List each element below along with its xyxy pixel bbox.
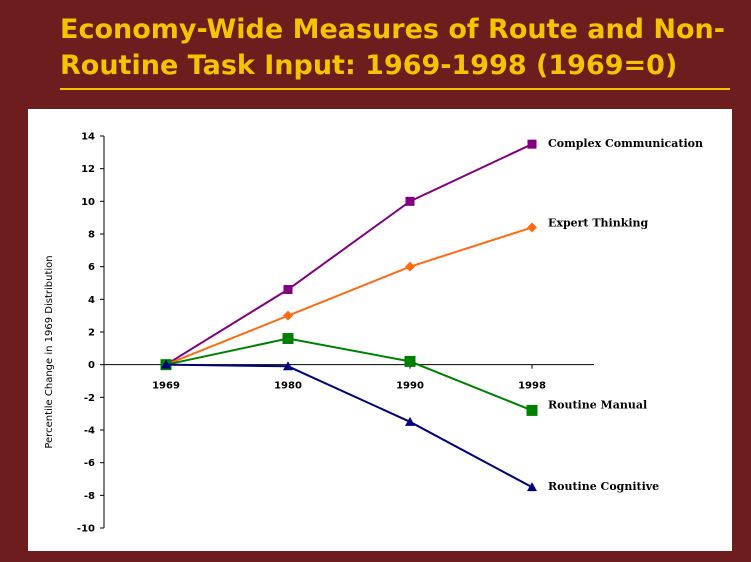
- series-line: [165, 143, 533, 366]
- series-line: [165, 226, 533, 366]
- y-tick-label: -6: [84, 458, 95, 469]
- y-tick-label: 10: [81, 197, 95, 208]
- y-tick-label: 14: [81, 132, 95, 143]
- y-tick-label: -2: [84, 393, 95, 404]
- series-label: Expert Thinking: [548, 216, 648, 229]
- y-tick-label: 4: [88, 295, 95, 306]
- title-line-1: Economy-Wide Measures of Route and Non-: [60, 14, 725, 45]
- x-tick-label: 1980: [274, 381, 302, 392]
- x-tick-label: 1998: [518, 381, 546, 392]
- y-tick-label: 8: [88, 230, 95, 241]
- data-point-triangle: [161, 359, 171, 369]
- title-line-2: Routine Task Input: 1969-1998 (1969=0): [60, 50, 678, 81]
- y-tick-label: 2: [88, 328, 95, 339]
- series-label: Complex Communication: [548, 137, 703, 150]
- slide-title: Economy-Wide Measures of Route and Non- …: [60, 12, 740, 84]
- y-tick-label: 0: [88, 360, 95, 371]
- data-point-square: [283, 285, 293, 295]
- y-axis-title: Percentile Change in 1969 Distribution: [44, 255, 55, 448]
- series-label: Routine Manual: [548, 398, 647, 411]
- data-point-diamond: [283, 310, 293, 321]
- data-point-square: [526, 404, 538, 416]
- data-point-square: [282, 333, 294, 345]
- series-label: Routine Cognitive: [548, 480, 659, 493]
- data-point-triangle: [283, 361, 293, 371]
- y-tick-label: 6: [88, 262, 95, 273]
- series-line: [165, 363, 533, 489]
- series-line: [165, 337, 533, 412]
- data-point-square: [404, 355, 416, 367]
- title-underline: [60, 88, 730, 90]
- line-chart: 14 12 10 8 6 4 2 0 -2 -4 -6 -8 -10 1969 1980 1990 1998 Pe…: [44, 132, 703, 535]
- data-point-diamond: [527, 222, 537, 233]
- data-point-triangle: [527, 482, 537, 492]
- y-tick-label: -10: [77, 524, 95, 535]
- y-tick-label: 12: [81, 164, 95, 175]
- x-tick-label: 1969: [152, 381, 180, 392]
- x-tick-label: 1990: [396, 381, 424, 392]
- data-point-triangle: [405, 416, 415, 426]
- y-tick-label: -4: [84, 426, 95, 437]
- chart-panel: 14 12 10 8 6 4 2 0 -2 -4 -6 -8 -10 1969 1980 1990 1998 Pe…: [28, 109, 732, 551]
- data-point-square: [527, 139, 537, 149]
- data-point-diamond: [405, 261, 415, 272]
- data-point-square: [405, 196, 415, 206]
- y-tick-label: -8: [84, 491, 95, 502]
